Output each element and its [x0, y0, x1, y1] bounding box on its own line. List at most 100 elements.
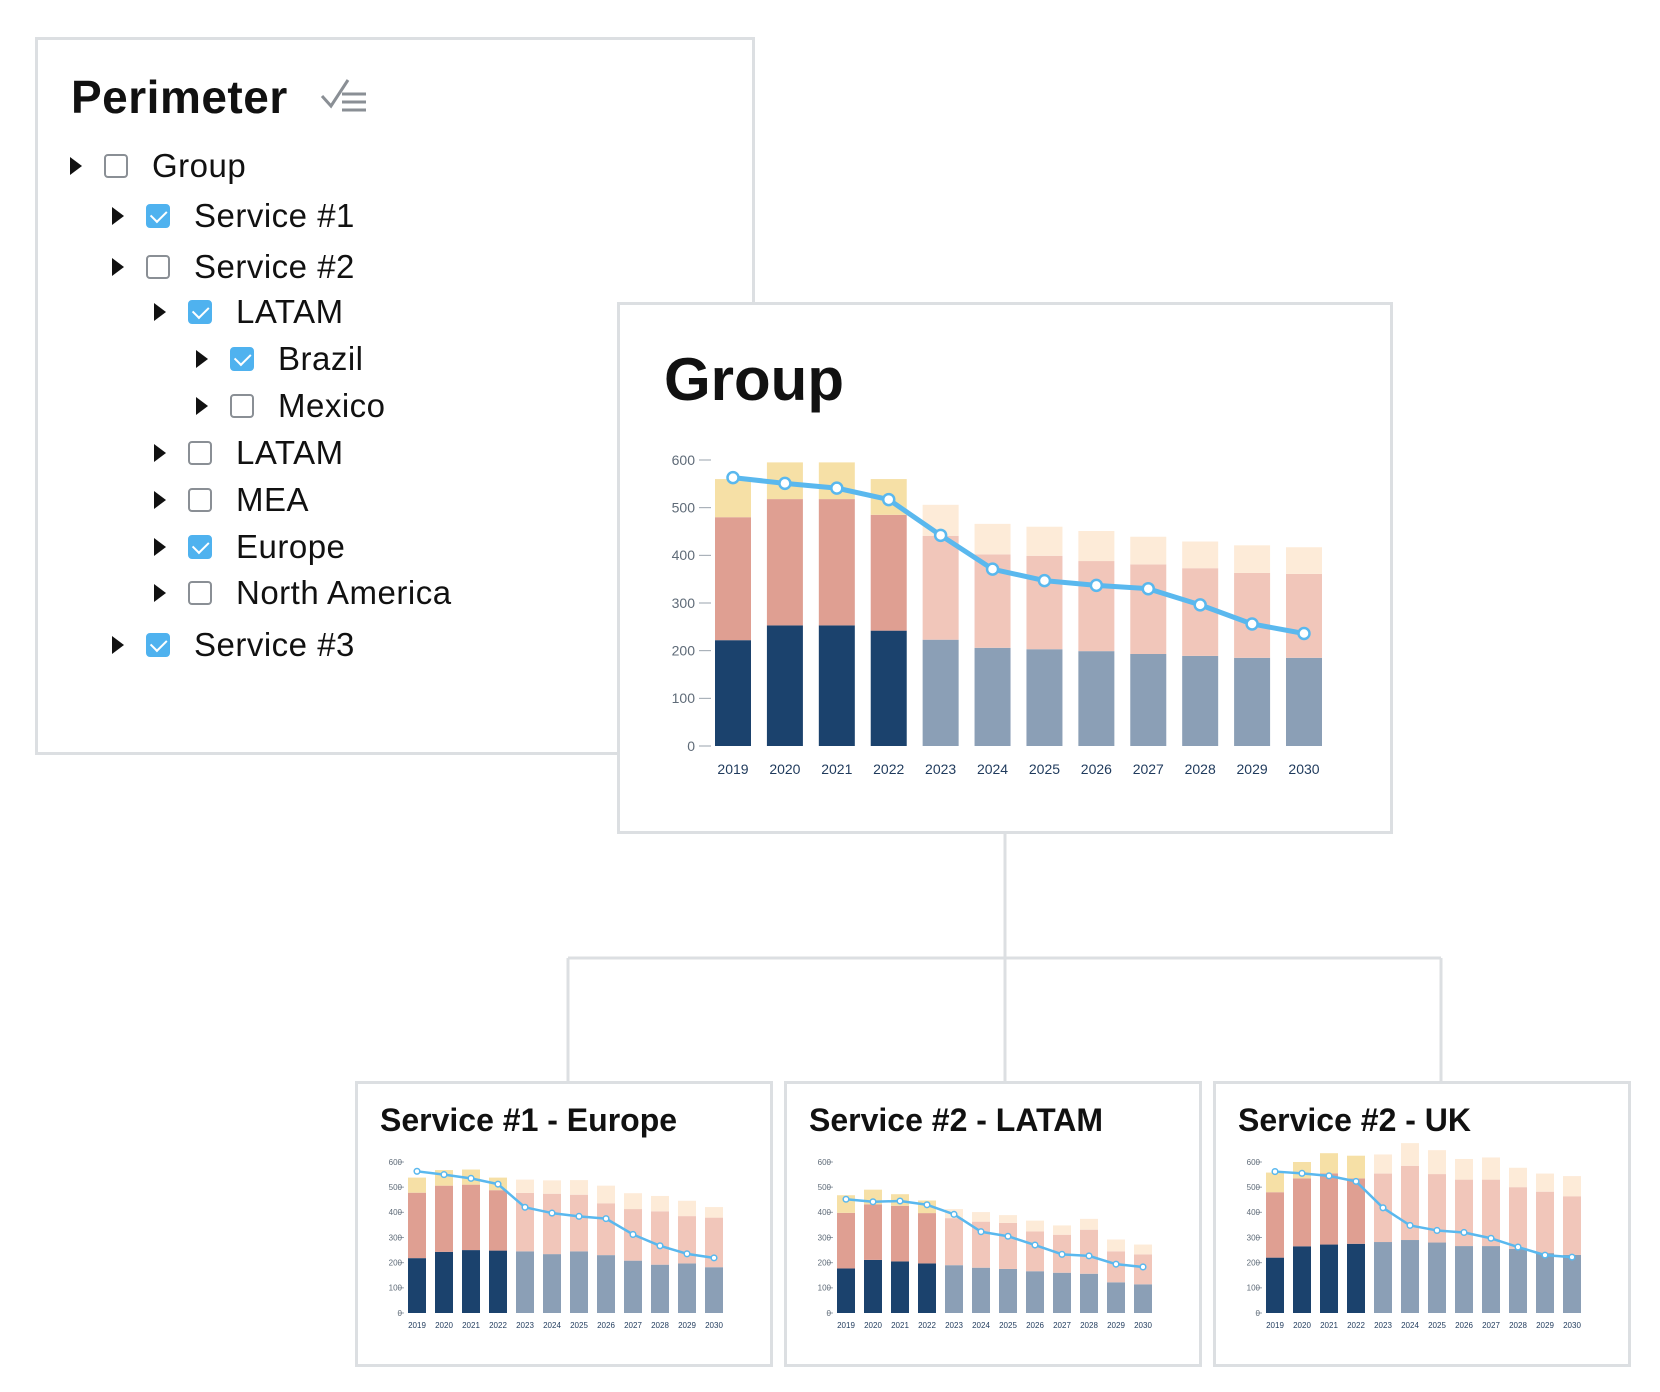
bar-segment-bottom	[999, 1268, 1017, 1313]
bar-segment-middle	[999, 1222, 1017, 1269]
tree-checkbox[interactable]	[104, 154, 128, 178]
x-tick-label: 2029	[1107, 1321, 1125, 1330]
bar-segment-middle	[1563, 1196, 1581, 1255]
x-tick-label: 2027	[1482, 1321, 1500, 1330]
bar-segment-bottom	[1374, 1242, 1392, 1313]
tree-item-label: Service #1	[194, 197, 355, 234]
caret-right-icon[interactable]	[196, 350, 208, 368]
tree-item[interactable]: Mexico	[196, 384, 386, 428]
bar-segment-top	[1107, 1239, 1125, 1252]
bar-segment-middle	[945, 1218, 963, 1266]
tree-item-label: Service #3	[194, 626, 355, 663]
bar-segment-top	[1130, 536, 1167, 565]
tree-item[interactable]: Service #1	[112, 194, 355, 238]
bar-segment-bottom	[678, 1263, 696, 1313]
tree-checkbox[interactable]	[146, 255, 170, 279]
caret-right-icon[interactable]	[154, 303, 166, 321]
tree-checkbox[interactable]	[188, 488, 212, 512]
service2-latam-title: Service #2 - LATAM	[809, 1102, 1104, 1138]
bar-segment-middle	[1347, 1178, 1365, 1244]
service1-europe-card: Service #1 - Europe 0 100 200 300 400 500 600 2…	[355, 1081, 773, 1367]
tree-item[interactable]: MEA	[154, 478, 309, 522]
caret-right-icon[interactable]	[154, 538, 166, 556]
trend-point	[1541, 1251, 1549, 1259]
caret-right-icon[interactable]	[112, 258, 124, 276]
x-tick-label: 2028	[651, 1321, 669, 1330]
tree-item[interactable]: LATAM	[154, 290, 344, 334]
x-tick-label: 2020	[1293, 1321, 1311, 1330]
y-tick-label: 200	[1247, 1258, 1261, 1267]
bar-segment-top	[1234, 545, 1271, 573]
trend-point	[1031, 1241, 1039, 1249]
tree-checkbox[interactable]	[188, 535, 212, 559]
tree-checkbox[interactable]	[188, 300, 212, 324]
bar-segment-bottom	[1026, 649, 1063, 746]
tree-checkbox[interactable]	[146, 204, 170, 228]
tree-item[interactable]: North America	[154, 571, 452, 615]
trend-point	[842, 1195, 850, 1203]
x-tick-label: 2020	[435, 1321, 453, 1330]
x-tick-label: 2029	[678, 1321, 696, 1330]
bar-segment-top	[1080, 1218, 1098, 1230]
x-tick-label: 2024	[1401, 1321, 1419, 1330]
tree-item[interactable]: LATAM	[154, 431, 344, 475]
bar-segment-middle	[891, 1205, 909, 1262]
tree-item-label: Service #2	[194, 248, 355, 285]
bar-segment-middle	[1078, 561, 1115, 652]
x-tick-label: 2026	[1026, 1321, 1044, 1330]
trend-point	[1352, 1177, 1360, 1185]
x-tick-label: 2030	[705, 1321, 723, 1330]
tree-item-label: Group	[152, 147, 247, 184]
caret-right-icon[interactable]	[154, 584, 166, 602]
trend-point	[575, 1212, 583, 1220]
bar-segment-middle	[818, 499, 855, 626]
trend-point	[1433, 1226, 1441, 1235]
caret-right-icon[interactable]	[70, 157, 82, 175]
bar-segment-top	[1286, 547, 1322, 574]
trend-point	[683, 1250, 691, 1258]
group-chart-title: Group	[664, 346, 844, 413]
bar-segment-bottom	[435, 1251, 453, 1313]
tree-item[interactable]: Brazil	[196, 337, 364, 381]
y-tick-label: 500	[672, 500, 696, 516]
trend-point	[1514, 1243, 1522, 1251]
bar-segment-middle	[570, 1194, 588, 1252]
bar-segment-bottom	[715, 640, 751, 746]
checklist-filter-icon[interactable]	[318, 72, 370, 118]
service2-uk-chart: 0 100 200 300 400 500 600 2019 2020 2021 2022 2023 2…	[1247, 1143, 1581, 1330]
trend-point	[977, 1228, 985, 1236]
y-tick-label: 400	[389, 1208, 403, 1217]
trend-line	[845, 1198, 1144, 1269]
caret-right-icon[interactable]	[154, 444, 166, 462]
bar-segment-top	[974, 523, 1011, 555]
tree-item[interactable]: Service #2	[112, 245, 355, 289]
caret-right-icon[interactable]	[112, 636, 124, 654]
perimeter-title: Perimeter	[71, 71, 288, 123]
y-tick-label: 0	[827, 1309, 832, 1318]
tree-checkbox[interactable]	[188, 581, 212, 605]
x-tick-label: 2025	[570, 1321, 588, 1330]
caret-right-icon[interactable]	[154, 491, 166, 509]
bar-segment-top	[543, 1180, 561, 1194]
bar-segment-bottom	[974, 647, 1011, 746]
bar-segment-top	[1026, 526, 1063, 556]
tree-checkbox[interactable]	[230, 347, 254, 371]
caret-right-icon[interactable]	[112, 207, 124, 225]
bar-segment-bottom	[1293, 1246, 1311, 1313]
tree-item[interactable]: Service #3	[112, 623, 355, 667]
tree-item[interactable]: Group	[70, 144, 246, 188]
y-tick-label: 200	[818, 1258, 832, 1267]
service2-uk-card: Service #2 - UK 0 100 200 300 400 500 600 2019 2…	[1213, 1081, 1631, 1367]
tree-checkbox[interactable]	[188, 441, 212, 465]
tree-item[interactable]: Europe	[154, 525, 345, 569]
x-tick-label: 2019	[717, 761, 748, 777]
y-tick-label: 100	[818, 1284, 832, 1293]
tree-checkbox[interactable]	[230, 394, 254, 418]
x-tick-label: 2027	[1053, 1321, 1071, 1330]
caret-right-icon[interactable]	[196, 397, 208, 415]
trend-point	[1379, 1204, 1387, 1212]
tree-checkbox[interactable]	[146, 633, 170, 657]
trend-point	[1406, 1221, 1414, 1229]
x-tick-label: 2021	[821, 761, 852, 777]
y-tick-label: 0	[687, 738, 695, 754]
